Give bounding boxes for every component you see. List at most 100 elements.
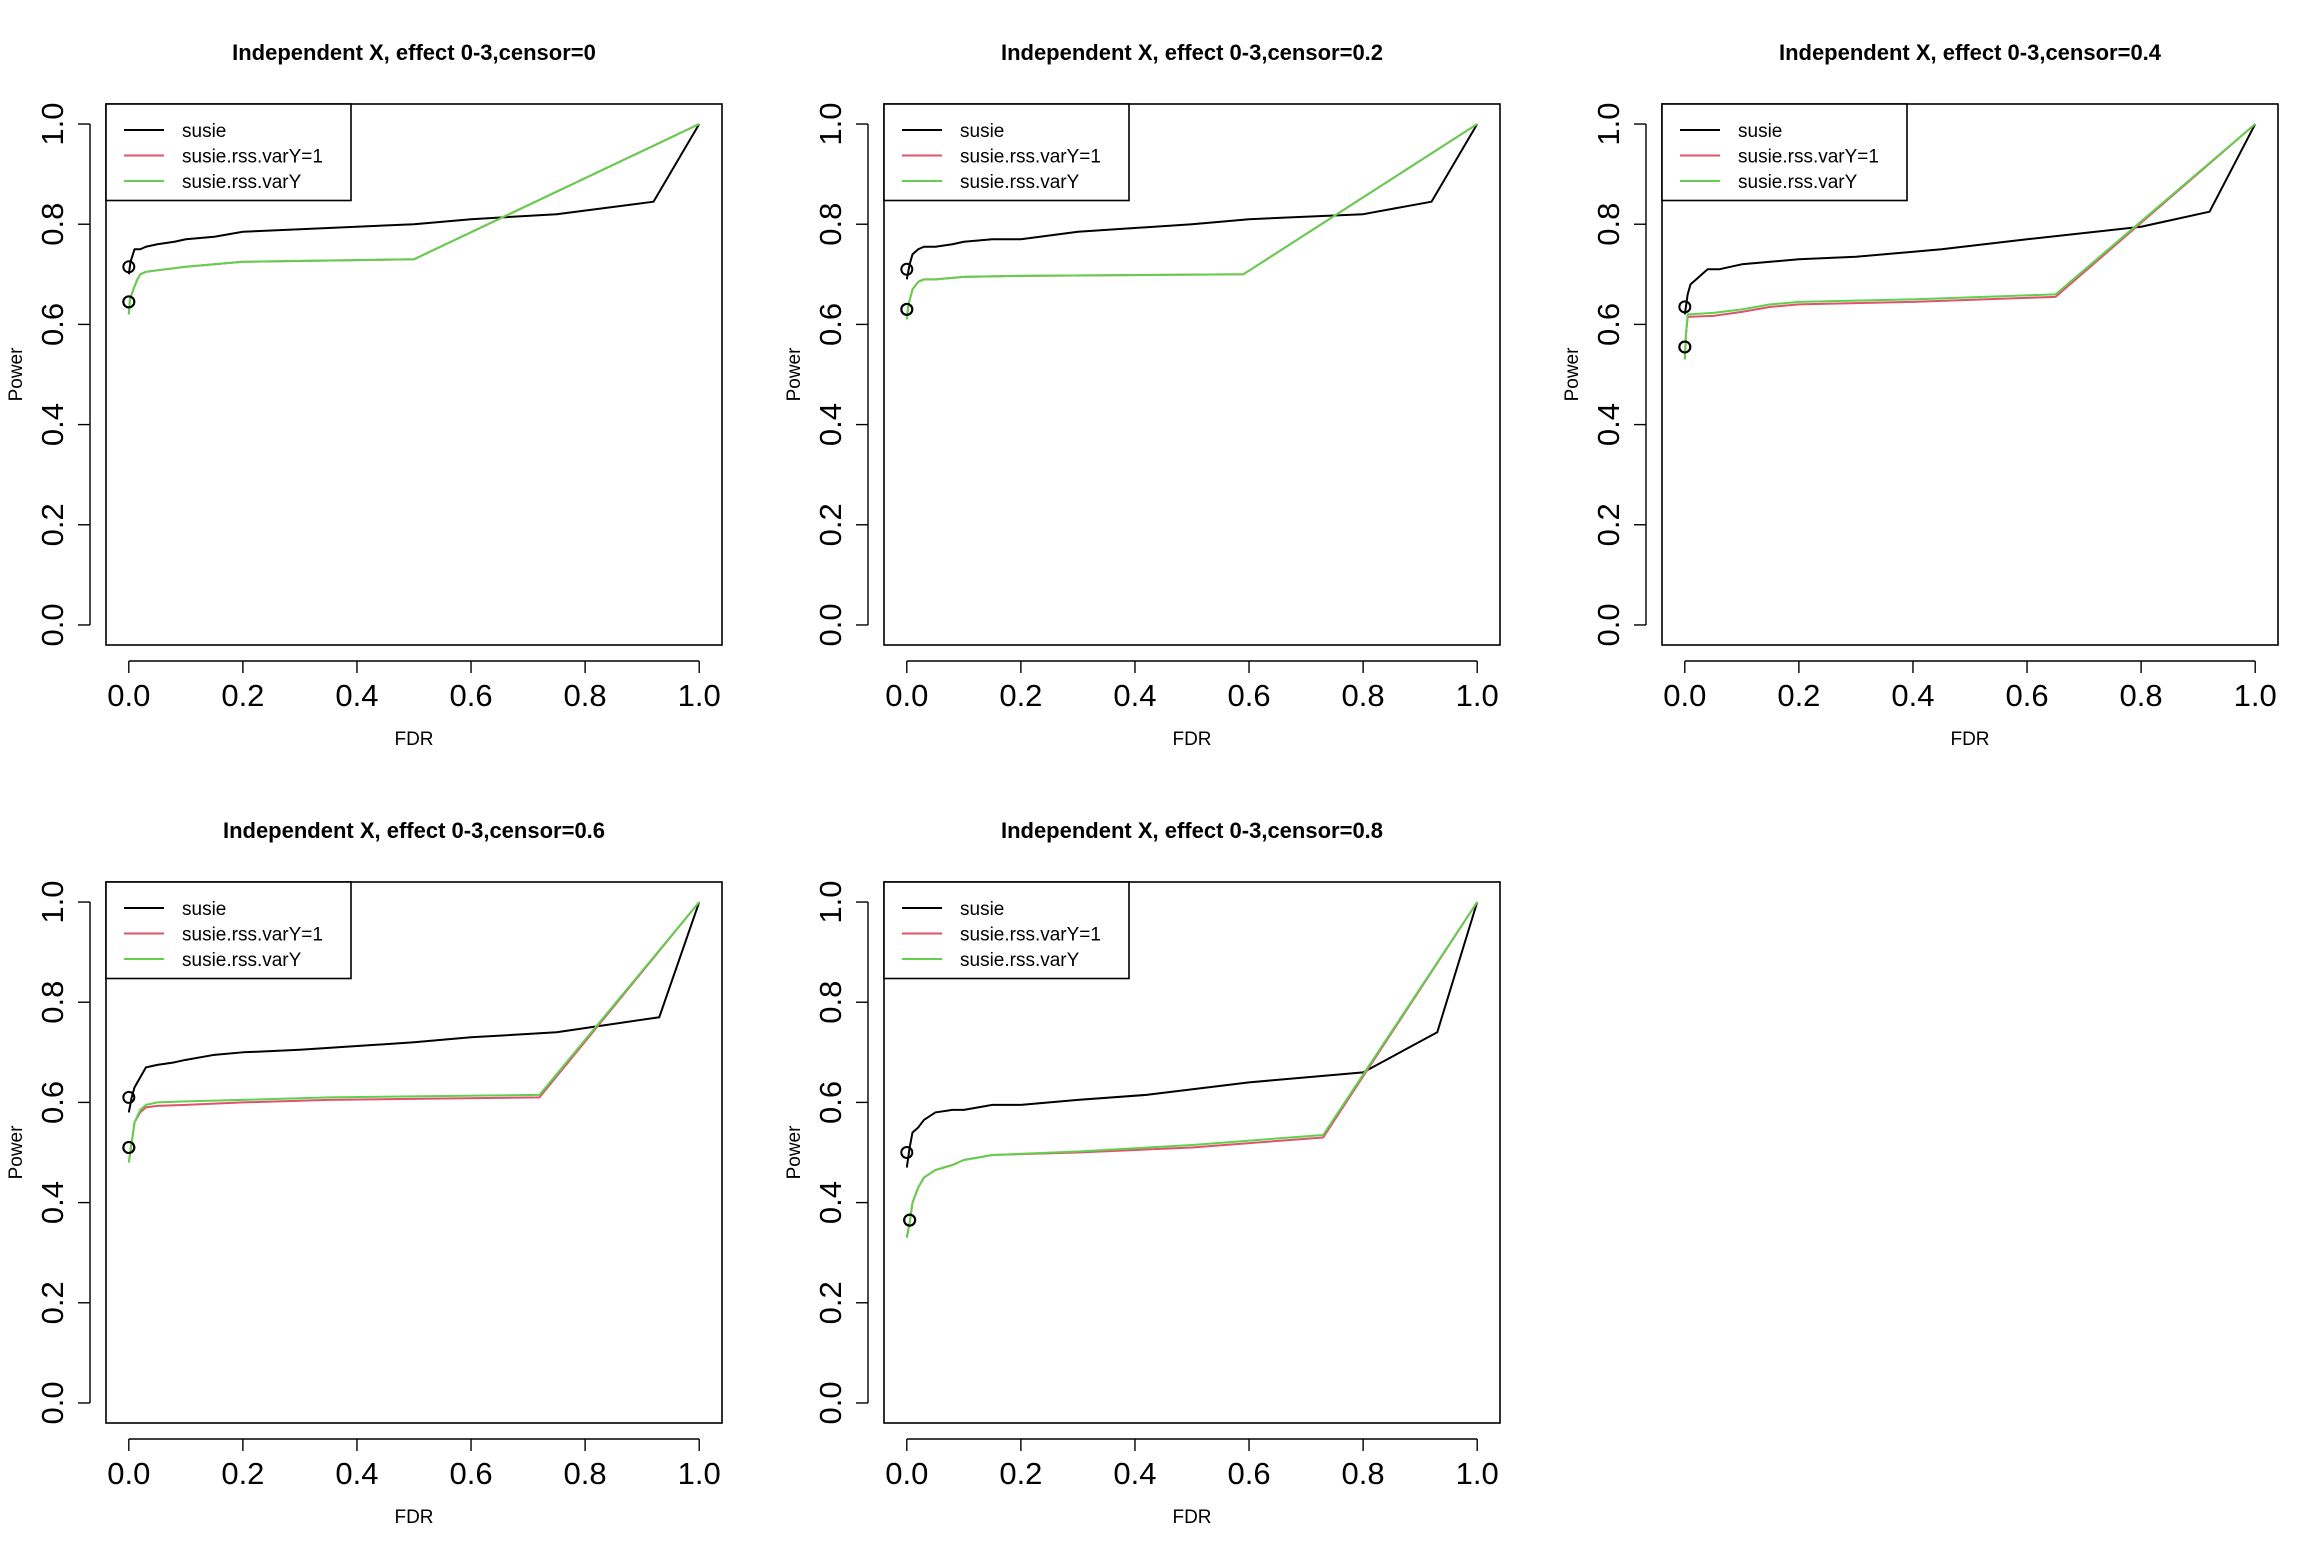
- legend-label: susie.rss.varY: [1738, 172, 1858, 193]
- x-axis-label: FDR: [394, 729, 433, 750]
- x-tick-label: 0.8: [2120, 678, 2163, 713]
- chart-svg: Independent X, effect 0-3,censor=0.6 0.0 0…: [6, 818, 723, 1528]
- legend-label: susie: [960, 121, 1004, 142]
- x-tick-label: 0.4: [335, 678, 378, 713]
- series-line: [905, 123, 1479, 280]
- x-tick-label: 0.2: [999, 1456, 1042, 1491]
- plot-frame: [883, 881, 1501, 1424]
- x-tick-label: 0.8: [564, 678, 607, 713]
- chart-panel: Independent X, effect 0-3,censor=0.6 0.0 0…: [0, 778, 768, 1546]
- legend-label: susie: [182, 121, 226, 142]
- x-tick-label: 0.8: [1342, 678, 1385, 713]
- x-tick-label: 0.6: [2005, 678, 2048, 713]
- x-tick-label: 0.8: [564, 1456, 607, 1491]
- x-tick-label: 1.0: [678, 1456, 721, 1491]
- plot-frame: [105, 881, 723, 1424]
- legend-label: susie.rss.varY=1: [182, 147, 323, 168]
- x-tick-label: 0.6: [449, 678, 492, 713]
- x-tick-label: 0.0: [1663, 678, 1706, 713]
- x-tick-label: 0.0: [885, 1456, 928, 1491]
- legend-box: [105, 103, 352, 202]
- y-tick-label: 0.6: [813, 303, 848, 346]
- chart-title: Independent X, effect 0-3,censor=0: [232, 40, 596, 65]
- y-tick-label: 0.2: [813, 1281, 848, 1324]
- threshold-marker: [122, 1090, 136, 1104]
- legend-label: susie.rss.varY=1: [960, 147, 1101, 168]
- legend-box: [1661, 103, 1908, 202]
- y-tick-label: 0.2: [35, 1281, 70, 1324]
- y-tick-label: 0.6: [1591, 303, 1626, 346]
- threshold-marker: [122, 295, 136, 309]
- chart-svg: Independent X, effect 0-3,censor=0.4 0.0 0…: [1562, 40, 2279, 750]
- chart-title: Independent X, effect 0-3,censor=0.6: [223, 818, 605, 843]
- threshold-marker: [1678, 340, 1692, 354]
- y-tick-label: 1.0: [813, 102, 848, 145]
- series-line: [1683, 123, 2257, 315]
- x-tick-label: 0.2: [999, 678, 1042, 713]
- x-tick-label: 0.6: [1227, 678, 1270, 713]
- y-tick-label: 1.0: [35, 102, 70, 145]
- x-tick-label: 0.2: [1777, 678, 1820, 713]
- x-axis-label: FDR: [1172, 1507, 1211, 1528]
- y-tick-label: 1.0: [1591, 102, 1626, 145]
- y-tick-label: 0.8: [813, 981, 848, 1024]
- x-tick-label: 0.4: [335, 1456, 378, 1491]
- x-tick-label: 0.6: [1227, 1456, 1270, 1491]
- legend-box: [105, 881, 352, 980]
- y-axis-label: Power: [6, 347, 27, 402]
- x-tick-label: 1.0: [678, 678, 721, 713]
- y-axis-label: Power: [1562, 347, 1583, 402]
- plot-frame: [1661, 103, 2279, 646]
- x-tick-label: 0.0: [107, 1456, 150, 1491]
- x-tick-label: 1.0: [2234, 678, 2277, 713]
- legend: susie susie.rss.varY=1 susie.rss.varY: [883, 103, 1130, 202]
- chart-panel: Independent X, effect 0-3,censor=0.4 0.0 0…: [1556, 0, 2304, 768]
- series-line: [127, 123, 701, 275]
- plot-frame: [105, 103, 723, 646]
- legend: susie susie.rss.varY=1 susie.rss.varY: [105, 881, 352, 980]
- legend-label: susie.rss.varY: [182, 950, 302, 971]
- legend-box: [883, 103, 1130, 202]
- threshold-marker: [900, 302, 914, 316]
- chart-title: Independent X, effect 0-3,censor=0.4: [1779, 40, 2162, 65]
- chart-svg: Independent X, effect 0-3,censor=0 0.0 0.2…: [6, 40, 723, 750]
- x-tick-label: 0.4: [1113, 1456, 1156, 1491]
- y-tick-label: 0.6: [35, 303, 70, 346]
- threshold-marker: [900, 262, 914, 276]
- y-tick-label: 0.8: [813, 203, 848, 246]
- y-tick-label: 0.0: [1591, 603, 1626, 646]
- series-line: [127, 123, 700, 315]
- x-tick-label: 0.8: [1342, 1456, 1385, 1491]
- y-tick-label: 0.4: [813, 1181, 848, 1224]
- x-tick-label: 0.6: [449, 1456, 492, 1491]
- y-tick-label: 0.6: [35, 1081, 70, 1124]
- plot-frame: [883, 103, 1501, 646]
- y-tick-label: 0.2: [813, 503, 848, 546]
- x-tick-label: 0.4: [1113, 678, 1156, 713]
- chart-panel: Independent X, effect 0-3,censor=0.8 0.0 0…: [778, 778, 1546, 1546]
- x-axis-label: FDR: [1172, 729, 1211, 750]
- y-tick-label: 0.2: [1591, 503, 1626, 546]
- legend: susie susie.rss.varY=1 susie.rss.varY: [105, 103, 352, 202]
- x-tick-label: 0.2: [221, 678, 264, 713]
- y-tick-label: 0.4: [35, 403, 70, 446]
- x-tick-label: 0.0: [885, 678, 928, 713]
- legend-label: susie.rss.varY=1: [182, 925, 323, 946]
- series-line: [127, 901, 701, 1113]
- x-axis-label: FDR: [394, 1507, 433, 1528]
- x-tick-label: 0.4: [1891, 678, 1934, 713]
- x-tick-label: 1.0: [1456, 678, 1499, 713]
- threshold-marker: [900, 1146, 914, 1159]
- legend-label: susie: [1738, 121, 1782, 142]
- y-tick-label: 0.6: [813, 1081, 848, 1124]
- chart-panel: Independent X, effect 0-3,censor=0.2 0.0 0…: [778, 0, 1546, 768]
- series-line: [905, 901, 1479, 1238]
- y-tick-label: 0.4: [1591, 403, 1626, 446]
- legend: susie susie.rss.varY=1 susie.rss.varY: [883, 881, 1130, 980]
- legend-label: susie.rss.varY: [960, 950, 1080, 971]
- chart-title: Independent X, effect 0-3,censor=0.8: [1001, 818, 1383, 843]
- legend-label: susie.rss.varY: [182, 172, 302, 193]
- legend-label: susie: [182, 899, 226, 920]
- x-tick-label: 1.0: [1456, 1456, 1499, 1491]
